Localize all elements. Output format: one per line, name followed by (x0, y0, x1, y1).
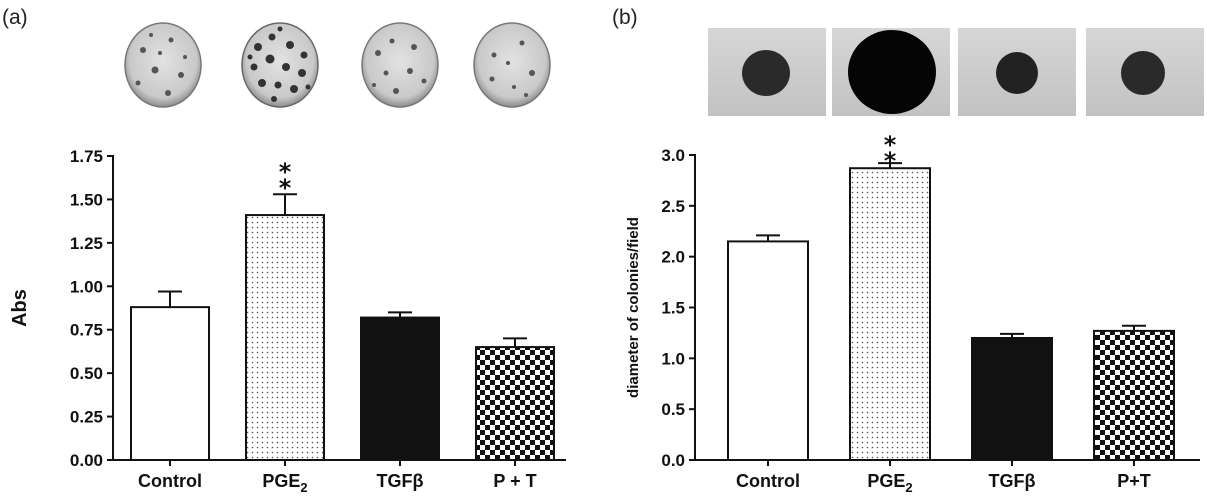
y-tick-label: 0.50 (70, 364, 103, 383)
y-tick-label: 1.75 (70, 147, 103, 166)
x-tick-label: PGE2 (867, 471, 912, 495)
x-tick-label: P + T (493, 471, 536, 491)
bar-control (130, 306, 210, 462)
y-tick-label: 1.00 (70, 277, 103, 296)
panel-label-a: (a) (2, 6, 28, 29)
colony-image-pge2 (832, 28, 950, 116)
chart-b: 0.0 0.5 1.0 1.5 2.0 2.5 3.0 diameter of colonie… (625, 131, 1200, 495)
colony-image-pt (1086, 28, 1204, 116)
x-tick-label: TGFβ (377, 471, 424, 491)
significance-mark: * (884, 131, 897, 159)
bar-pge (245, 214, 325, 461)
colony-image-tgfb (958, 28, 1076, 116)
x-tick-label: P+T (1117, 471, 1151, 491)
significance-mark: * (279, 174, 292, 202)
panel-a: (a) (2, 6, 566, 495)
y-tick-label: 2.0 (661, 248, 685, 267)
x-tick-label: Control (736, 471, 800, 491)
bar-pge (849, 167, 931, 461)
plate-image-pge2 (241, 22, 319, 108)
y-tick-label: 1.50 (70, 190, 103, 209)
panel-label-b: (b) (612, 6, 638, 29)
plate-image-control (124, 22, 202, 108)
y-tick-label: 0.0 (661, 451, 685, 470)
y-tick-label: 2.5 (661, 197, 685, 216)
bar-tgf- (360, 316, 440, 461)
y-axis-title: diameter of colonies/field (625, 217, 642, 398)
x-tick-label: PGE2 (262, 471, 307, 495)
y-tick-label: 1.25 (70, 234, 103, 253)
bar-p-t (1093, 329, 1175, 461)
bar-tgf- (971, 337, 1053, 461)
significance-mark: * (279, 158, 292, 186)
plate-images (124, 22, 551, 108)
y-tick-label: 0.25 (70, 408, 103, 427)
y-tick-label: 3.0 (661, 146, 685, 165)
plate-image-tgfb (361, 22, 439, 108)
x-tick-label: Control (138, 471, 202, 491)
chart-a: 0.00 0.25 0.50 0.75 1.00 1.25 1.50 1.75 Abs Contr… (9, 147, 566, 495)
colony-images (708, 28, 1204, 116)
y-tick-label: 0.5 (661, 400, 685, 419)
y-tick-label: 1.0 (661, 349, 685, 368)
y-tick-label: 1.5 (661, 299, 685, 318)
panel-b: (b) 0.0 0.5 1.0 1.5 2.0 2.5 3.0 diameter of col… (612, 6, 1204, 495)
plate-image-pt (473, 22, 551, 108)
bar-p-t (475, 346, 555, 462)
bar-control (727, 240, 809, 461)
x-tick-label: TGFβ (989, 471, 1036, 491)
significance-mark: * (884, 147, 897, 175)
y-tick-label: 0.75 (70, 321, 103, 340)
colony-image-control (708, 28, 826, 116)
y-tick-label: 0.00 (70, 451, 103, 470)
y-axis-title: Abs (9, 289, 31, 327)
